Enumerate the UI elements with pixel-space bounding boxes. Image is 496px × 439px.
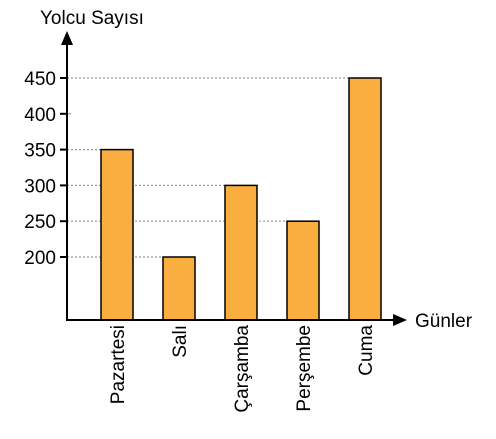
x-axis-arrow-icon: [393, 314, 407, 326]
bar-cuma: [348, 77, 382, 321]
x-tick-label: Salı: [170, 325, 191, 358]
bars: [100, 77, 382, 321]
x-axis-title: Günler: [415, 311, 473, 332]
y-tick-label: 200: [24, 248, 56, 269]
y-ticks: 200 250 300 350 400 450: [24, 69, 67, 269]
bar-perşembe: [286, 220, 320, 321]
y-tick-label: 350: [24, 141, 56, 162]
bar-pazartesi: [100, 148, 134, 321]
axes: [61, 31, 407, 326]
y-tick-label: 300: [24, 176, 56, 197]
y-axis-title: Yolcu Sayısı: [40, 8, 144, 29]
y-tick-label: 450: [24, 69, 56, 90]
y-axis-arrow-icon: [61, 31, 73, 45]
y-tick-label: 400: [24, 105, 56, 126]
x-tick-label: Pazartesi: [108, 325, 129, 404]
x-tick-labels: Pazartesi Salı Çarşamba Perşembe Cuma: [108, 325, 377, 413]
x-tick-label: Perşembe: [294, 325, 315, 412]
y-tick-label: 250: [24, 212, 56, 233]
bar-çarşamba: [224, 184, 258, 321]
x-tick-label: Çarşamba: [232, 325, 253, 413]
bar-salı: [162, 256, 196, 321]
x-tick-label: Cuma: [356, 325, 377, 376]
